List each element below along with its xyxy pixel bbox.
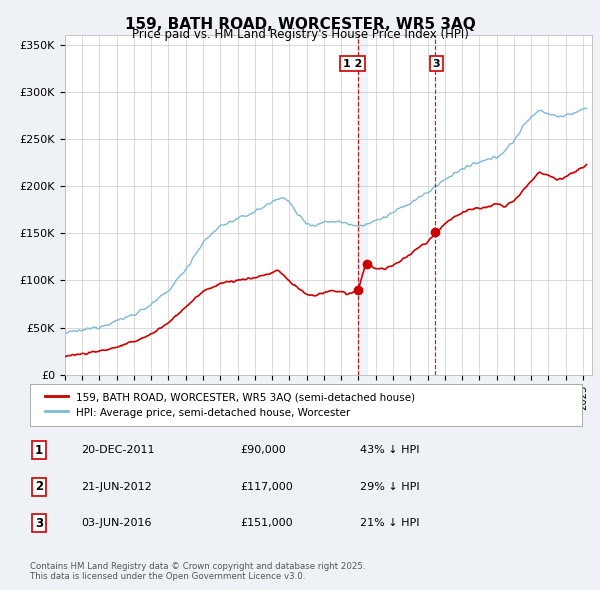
Text: 20-DEC-2011: 20-DEC-2011 [81,445,155,455]
Legend: 159, BATH ROAD, WORCESTER, WR5 3AQ (semi-detached house), HPI: Average price, se: 159, BATH ROAD, WORCESTER, WR5 3AQ (semi… [41,388,419,422]
Text: £90,000: £90,000 [240,445,286,455]
Text: 43% ↓ HPI: 43% ↓ HPI [360,445,419,455]
Text: 3: 3 [433,58,440,68]
Text: 159, BATH ROAD, WORCESTER, WR5 3AQ: 159, BATH ROAD, WORCESTER, WR5 3AQ [125,17,475,32]
Text: £117,000: £117,000 [240,482,293,491]
Text: 21-JUN-2012: 21-JUN-2012 [81,482,152,491]
Text: 29% ↓ HPI: 29% ↓ HPI [360,482,419,491]
Text: 21% ↓ HPI: 21% ↓ HPI [360,519,419,528]
Text: Contains HM Land Registry data © Crown copyright and database right 2025.
This d: Contains HM Land Registry data © Crown c… [30,562,365,581]
Text: 3: 3 [35,517,43,530]
Bar [358,35,367,375]
Text: Price paid vs. HM Land Registry's House Price Index (HPI): Price paid vs. HM Land Registry's House … [131,28,469,41]
Text: £151,000: £151,000 [240,519,293,528]
Text: 1 2: 1 2 [343,58,362,68]
Text: 2: 2 [35,480,43,493]
Text: 1: 1 [35,444,43,457]
Text: 03-JUN-2016: 03-JUN-2016 [81,519,151,528]
